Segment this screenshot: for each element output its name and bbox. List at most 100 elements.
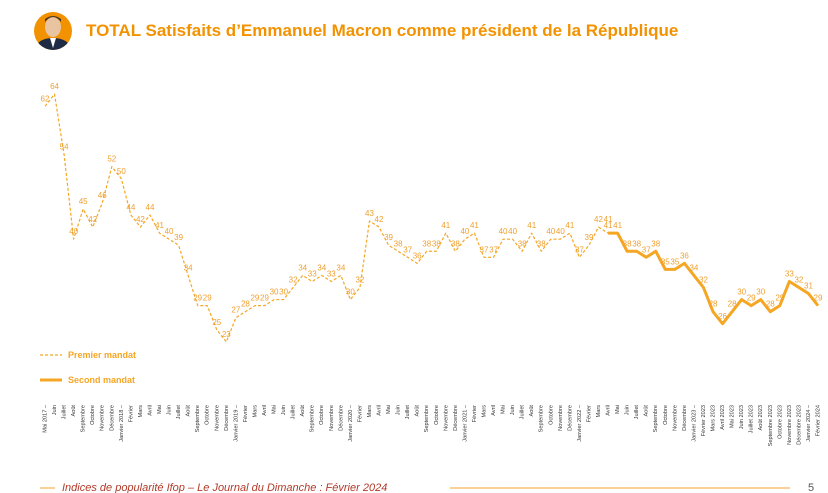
- data-label: 39: [384, 233, 393, 242]
- data-label: 29: [260, 294, 269, 303]
- data-label: 28: [241, 300, 250, 309]
- data-label: 34: [336, 263, 345, 272]
- x-tick-label: Novembre: [558, 405, 564, 431]
- x-tick-label: Avril: [376, 405, 382, 416]
- x-tick-label: Janvier 2024 –: [806, 404, 812, 442]
- x-tick-label: Décembre: [224, 405, 230, 431]
- x-tick-label: Décembre: [109, 405, 115, 431]
- x-tick-label: Juin: [396, 405, 402, 415]
- page-number: 5: [808, 482, 814, 493]
- x-tick-label: Mars: [596, 405, 602, 418]
- x-tick-label: Mai: [157, 405, 163, 414]
- data-label: 29: [193, 294, 202, 303]
- x-tick-label: Janvier 2022 –: [577, 404, 583, 442]
- data-label: 31: [804, 282, 813, 291]
- x-tick-label: Septembre: [424, 405, 430, 432]
- data-label: 37: [642, 245, 651, 254]
- x-tick-label: Juillet: [176, 405, 182, 420]
- data-label: 32: [355, 276, 364, 285]
- data-label: 42: [88, 215, 97, 224]
- legend-label: Second mandat: [68, 375, 135, 385]
- data-label: 37: [575, 245, 584, 254]
- data-label: 40: [546, 227, 555, 236]
- x-tick-label: Octobre: [319, 405, 325, 425]
- x-tick-label: Septembre 2023: [768, 405, 774, 446]
- data-label: 34: [689, 263, 698, 272]
- data-label: 41: [441, 221, 450, 230]
- x-tick-label: Janvier 2021 –: [462, 404, 468, 442]
- x-tick-label: Février: [472, 405, 478, 423]
- data-label: 38: [432, 239, 441, 248]
- x-tick-label: Septembre: [81, 405, 87, 432]
- data-label: 23: [222, 330, 231, 339]
- data-label: 30: [737, 288, 746, 297]
- x-tick-label: Juillet: [291, 405, 297, 420]
- x-tick-label: Novembre: [214, 405, 220, 431]
- x-tick-label: Juin: [625, 405, 631, 415]
- x-tick-label: Mai 2017 –: [42, 404, 48, 433]
- x-tick-label: Octobre: [548, 405, 554, 425]
- data-label: 41: [604, 215, 613, 224]
- data-label: 64: [50, 82, 59, 91]
- x-tick-label: Mai: [386, 405, 392, 414]
- data-label: 36: [413, 251, 422, 260]
- data-label: 37: [489, 245, 498, 254]
- data-label: 38: [632, 239, 641, 248]
- x-tick-label: Mars 2023: [711, 405, 717, 431]
- data-label: 42: [594, 215, 603, 224]
- data-label: 37: [403, 245, 412, 254]
- data-label: 32: [794, 276, 803, 285]
- data-label: 32: [699, 276, 708, 285]
- x-tick-label: Mars: [481, 405, 487, 418]
- data-label: 41: [527, 221, 536, 230]
- x-tick-label: Juillet 2023: [749, 405, 755, 433]
- data-label: 32: [289, 276, 298, 285]
- x-tick-label: Décembre: [338, 405, 344, 431]
- x-tick-label: Novembre: [672, 405, 678, 431]
- data-label: 29: [203, 294, 212, 303]
- x-tick-label: Avril 2023: [720, 405, 726, 430]
- x-tick-label: Décembre 2023: [796, 405, 802, 445]
- data-label: 45: [79, 197, 88, 206]
- x-tick-label: Mai: [272, 405, 278, 414]
- data-label: 37: [480, 245, 489, 254]
- x-tick-label: Septembre: [653, 405, 659, 432]
- data-label: 42: [136, 215, 145, 224]
- data-label: 30: [270, 288, 279, 297]
- x-tick-label: Mai: [615, 405, 621, 414]
- data-label: 41: [155, 221, 164, 230]
- x-tick-label: Avril: [262, 405, 268, 416]
- data-label: 33: [785, 269, 794, 278]
- x-tick-label: Octobre: [90, 405, 96, 425]
- data-label: 30: [756, 288, 765, 297]
- data-label: 29: [775, 294, 784, 303]
- x-tick-label: Décembre: [567, 405, 573, 431]
- data-label: 34: [298, 263, 307, 272]
- x-tick-label: Juin 2023: [739, 405, 745, 429]
- x-tick-label: Juin: [510, 405, 516, 415]
- legend-label: Premier mandat: [68, 350, 136, 360]
- x-tick-label: Août: [186, 405, 192, 417]
- data-label: 40: [69, 227, 78, 236]
- data-label: 29: [814, 294, 823, 303]
- data-label: 34: [184, 263, 193, 272]
- x-tick-label: Mars: [138, 405, 144, 418]
- x-tick-label: Février 2023: [701, 405, 707, 436]
- x-tick-label: Décembre: [682, 405, 688, 431]
- x-tick-label: Août: [415, 405, 421, 417]
- data-label: 34: [317, 263, 326, 272]
- data-label: 38: [518, 239, 527, 248]
- x-tick-label: Janvier 2019 –: [233, 404, 239, 442]
- x-tick-label: Août: [300, 405, 306, 417]
- data-label: 50: [117, 167, 126, 176]
- x-tick-label: Janvier 2018 –: [119, 404, 125, 442]
- x-tick-label: Janvier 2023 –: [691, 404, 697, 442]
- x-tick-label: Novembre: [443, 405, 449, 431]
- x-tick-label: Septembre: [539, 405, 545, 432]
- data-label: 35: [670, 257, 679, 266]
- data-label: 25: [212, 318, 221, 327]
- x-tick-label: Juillet: [634, 405, 640, 420]
- data-label: 29: [250, 294, 259, 303]
- x-tick-label: Janvier 2020 –: [348, 404, 354, 442]
